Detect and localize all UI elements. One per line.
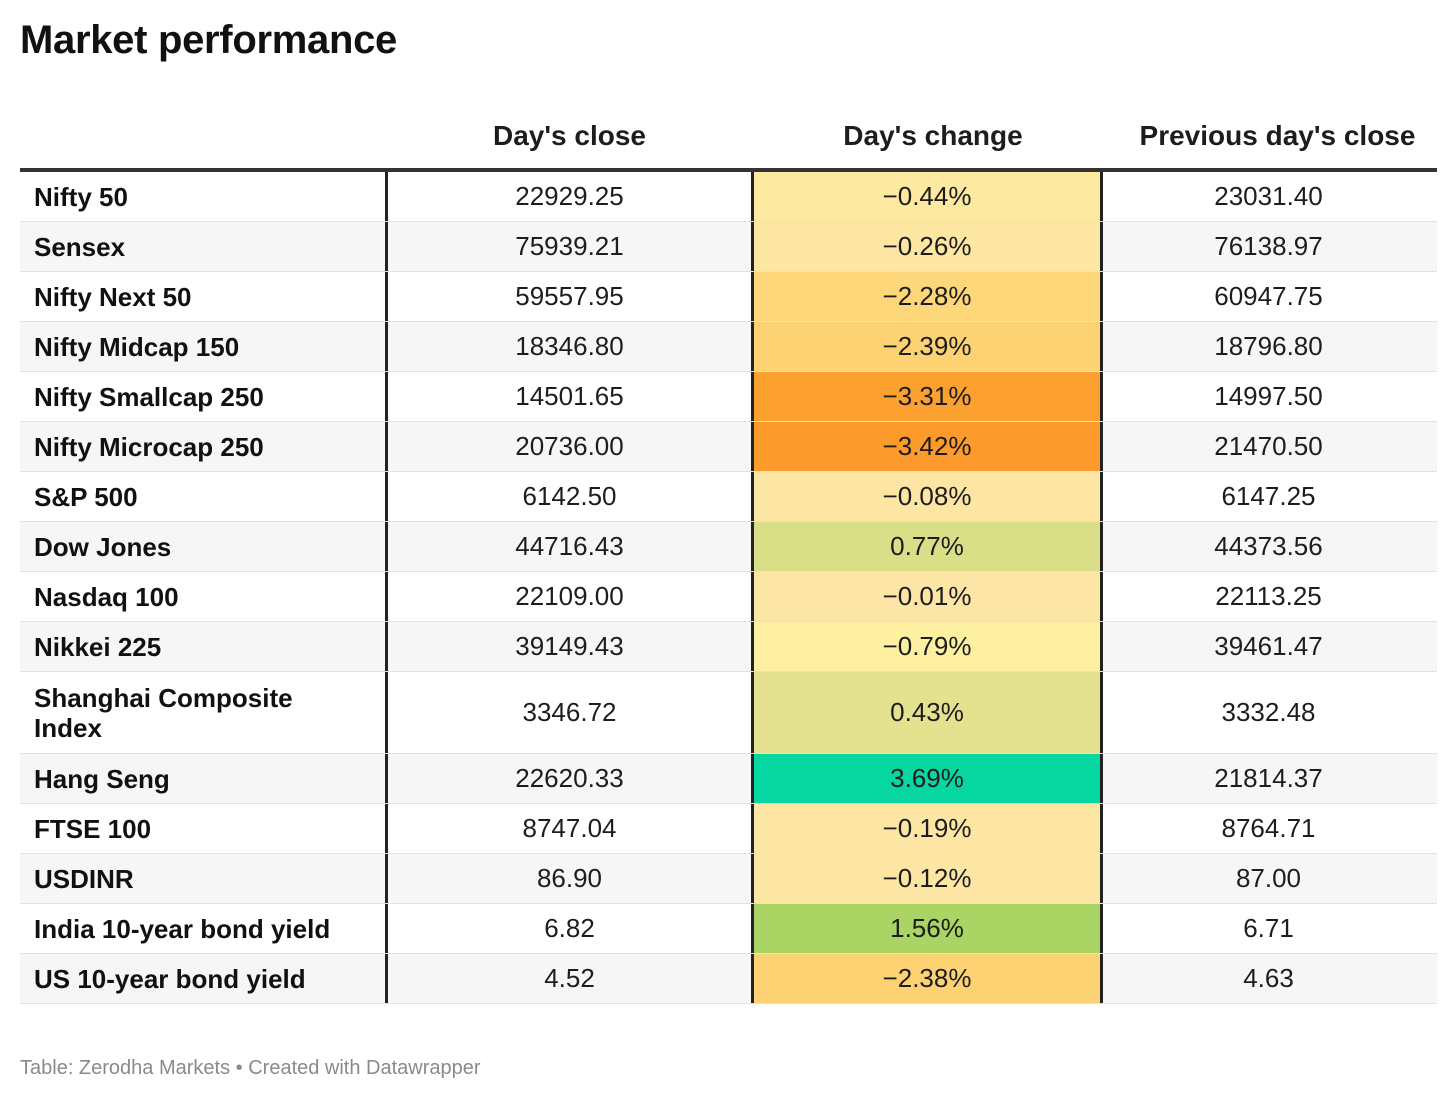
cell-days-close: 39149.43	[385, 622, 751, 671]
table-row: India 10-year bond yield 6.82 1.56% 6.71	[20, 904, 1437, 954]
row-name: Nasdaq 100	[34, 581, 179, 612]
row-name: USDINR	[34, 863, 134, 894]
table-row: US 10-year bond yield 4.52 −2.38% 4.63	[20, 954, 1437, 1004]
cell-days-change: −3.42%	[751, 422, 1103, 471]
cell-days-close: 8747.04	[385, 804, 751, 853]
table-row: Nikkei 225 39149.43 −0.79% 39461.47	[20, 622, 1437, 672]
table-row: Nasdaq 100 22109.00 −0.01% 22113.25	[20, 572, 1437, 622]
cell-days-close: 75939.21	[385, 222, 751, 271]
row-name: FTSE 100	[34, 813, 152, 844]
table-row: Shanghai Composite Index 3346.72 0.43% 3332…	[20, 672, 1437, 754]
cell-days-change: −2.28%	[751, 272, 1103, 321]
cell-previous-close: 4.63	[1243, 963, 1294, 993]
row-name: India 10-year bond yield	[34, 913, 331, 944]
row-name: Nifty Microcap 250	[34, 431, 264, 462]
cell-days-close: 3346.72	[385, 672, 751, 753]
table-row: Nifty Next 50 59557.95 −2.28% 60947.75	[20, 272, 1437, 322]
row-name: S&P 500	[34, 481, 138, 512]
cell-previous-close: 76138.97	[1214, 231, 1323, 261]
cell-days-close: 44716.43	[385, 522, 751, 571]
cell-days-close: 86.90	[385, 854, 751, 903]
source-footer: Table: Zerodha Markets • Created with Da…	[20, 1057, 481, 1079]
cell-days-change: −0.26%	[751, 222, 1103, 271]
cell-previous-close: 23031.40	[1214, 181, 1323, 211]
row-name: Hang Seng	[34, 763, 170, 794]
cell-days-change: −2.39%	[751, 322, 1103, 371]
cell-previous-close: 39461.47	[1214, 631, 1323, 661]
cell-days-close: 18346.80	[385, 322, 751, 371]
cell-days-close: 14501.65	[385, 372, 751, 421]
cell-days-change: −0.79%	[751, 622, 1103, 671]
table-row: S&P 500 6142.50 −0.08% 6147.25	[20, 472, 1437, 522]
cell-days-close: 6.82	[385, 904, 751, 953]
row-name: Nikkei 225	[34, 631, 162, 662]
row-name: US 10-year bond yield	[34, 963, 306, 994]
cell-days-change: 0.43%	[751, 672, 1103, 753]
cell-days-change: −3.31%	[751, 372, 1103, 421]
cell-days-close: 4.52	[385, 954, 751, 1003]
cell-days-change: −0.08%	[751, 472, 1103, 521]
cell-previous-close: 6.71	[1243, 913, 1294, 943]
header-days-change: Day's change	[843, 120, 1023, 151]
table-row: Nifty Midcap 150 18346.80 −2.39% 18796.80	[20, 322, 1437, 372]
cell-days-change: −0.01%	[751, 572, 1103, 621]
row-name: Nifty Next 50	[34, 281, 192, 312]
table-row: Nifty Microcap 250 20736.00 −3.42% 21470.50	[20, 422, 1437, 472]
table-header: Day's close Day's change Previous day's …	[20, 100, 1437, 172]
table-row: Sensex 75939.21 −0.26% 76138.97	[20, 222, 1437, 272]
header-name	[20, 100, 385, 168]
table-row: Hang Seng 22620.33 3.69% 21814.37	[20, 754, 1437, 804]
table-row: Nifty Smallcap 250 14501.65 −3.31% 14997.50	[20, 372, 1437, 422]
cell-previous-close: 14997.50	[1214, 381, 1323, 411]
table-row: Dow Jones 44716.43 0.77% 44373.56	[20, 522, 1437, 572]
table-row: FTSE 100 8747.04 −0.19% 8764.71	[20, 804, 1437, 854]
cell-days-close: 22620.33	[385, 754, 751, 803]
cell-previous-close: 3332.48	[1221, 697, 1316, 727]
cell-previous-close: 21470.50	[1214, 431, 1323, 461]
cell-days-close: 59557.95	[385, 272, 751, 321]
cell-days-change: −2.38%	[751, 954, 1103, 1003]
cell-days-close: 22929.25	[385, 172, 751, 221]
cell-days-change: 3.69%	[751, 754, 1103, 803]
cell-days-close: 22109.00	[385, 572, 751, 621]
cell-previous-close: 22113.25	[1215, 581, 1322, 611]
cell-days-change: −0.44%	[751, 172, 1103, 221]
row-name: Shanghai Composite Index	[34, 682, 293, 743]
cell-days-change: −0.19%	[751, 804, 1103, 853]
table-row: USDINR 86.90 −0.12% 87.00	[20, 854, 1437, 904]
row-name: Sensex	[34, 231, 126, 262]
header-previous-close: Previous day's close	[1139, 120, 1416, 151]
cell-days-close: 20736.00	[385, 422, 751, 471]
cell-previous-close: 6147.25	[1221, 481, 1316, 511]
row-name: Nifty Midcap 150	[34, 331, 240, 362]
cell-days-close: 6142.50	[385, 472, 751, 521]
cell-days-change: 0.77%	[751, 522, 1103, 571]
cell-previous-close: 44373.56	[1214, 531, 1323, 561]
cell-previous-close: 60947.75	[1214, 281, 1323, 311]
table-row: Nifty 50 22929.25 −0.44% 23031.40	[20, 172, 1437, 222]
cell-previous-close: 18796.80	[1214, 331, 1323, 361]
cell-days-change: 1.56%	[751, 904, 1103, 953]
row-name: Dow Jones	[34, 531, 172, 562]
header-days-close: Day's close	[493, 120, 646, 151]
row-name: Nifty Smallcap 250	[34, 381, 264, 412]
cell-previous-close: 8764.71	[1221, 813, 1316, 843]
page-title: Market performance	[20, 18, 397, 62]
market-table: Day's close Day's change Previous day's …	[20, 100, 1437, 1004]
row-name: Nifty 50	[34, 181, 128, 212]
table-body: Nifty 50 22929.25 −0.44% 23031.40 Sensex 7593…	[20, 172, 1437, 1004]
cell-days-change: −0.12%	[751, 854, 1103, 903]
cell-previous-close: 87.00	[1235, 863, 1302, 893]
cell-previous-close: 21814.37	[1214, 763, 1323, 793]
